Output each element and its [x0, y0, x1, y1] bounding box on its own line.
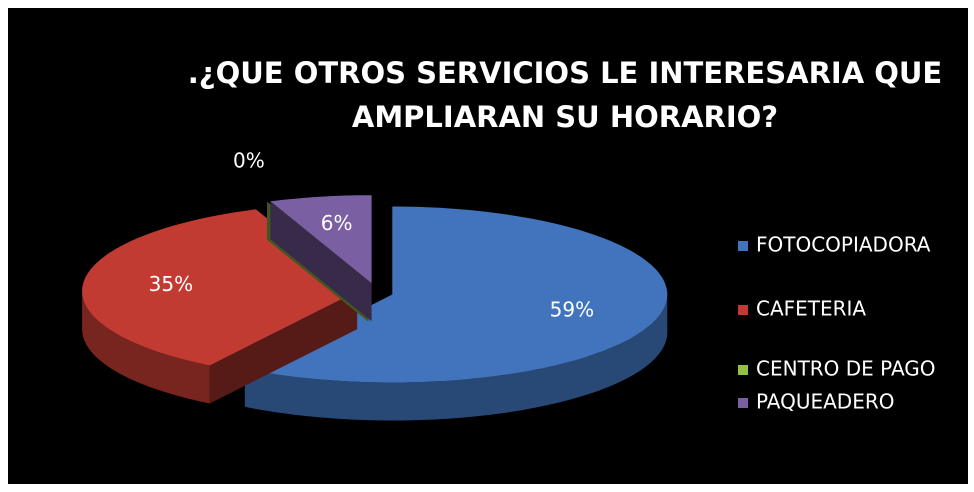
legend-label: PAQUEADERO — [756, 390, 895, 414]
data-label: 35% — [149, 272, 193, 296]
slice-wall — [82, 291, 210, 404]
data-label: 6% — [321, 211, 353, 235]
data-label: 0% — [233, 149, 265, 173]
pie-slice — [270, 195, 372, 322]
slice-wall — [244, 294, 668, 421]
legend-label: CAFETERIA — [756, 297, 866, 321]
slice-top — [244, 206, 668, 383]
legend-swatch — [738, 241, 748, 251]
legend-label: CENTRO DE PAGO — [756, 357, 936, 381]
slice-side — [209, 291, 358, 404]
slice-side — [270, 201, 372, 322]
legend-swatch — [738, 398, 748, 408]
slice-top — [270, 195, 372, 284]
legend-label: FOTOCOPIADORA — [756, 233, 931, 257]
data-label: 59% — [550, 298, 594, 322]
chart-title: .¿QUE OTROS SERVICIOS LE INTERESARIA QUE… — [188, 56, 943, 134]
legend-swatch — [738, 365, 748, 375]
legend-swatch — [738, 305, 748, 315]
